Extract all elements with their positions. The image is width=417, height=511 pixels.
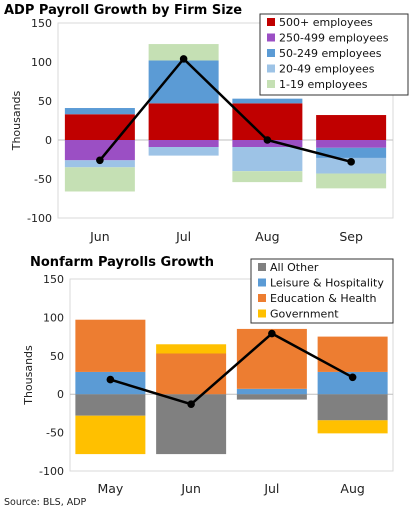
y-tick-label: 150 [31,17,52,30]
total-line [110,332,354,406]
legend-box [259,13,409,96]
legend-swatch [258,309,266,318]
x-tick-label: Jun [89,229,110,244]
bar-segment [232,98,303,104]
y-tick-label: 150 [43,273,64,286]
legend-label: All Other [270,261,319,274]
bar-segment [75,394,146,416]
bar-segment [156,353,227,395]
y-tick-label: -50 [34,173,52,186]
legend-label: 1-19 employees [279,78,368,91]
y-tick-label: 100 [43,311,64,324]
bar-segment [75,415,146,455]
bar-segment [148,44,219,61]
bar-segment [232,103,303,140]
total-point [347,158,355,166]
legend-label: 250-499 employees [279,32,389,45]
bar-segment [317,394,388,421]
bar-segment [232,171,303,183]
y-tick-label: -100 [27,212,52,225]
x-tick-label: May [97,481,123,496]
bar-segment [316,140,387,148]
legend-box [250,258,394,324]
y-tick-label: 0 [57,388,64,401]
plot-area [69,278,394,472]
total-point [96,156,104,165]
total-point [106,375,115,384]
total-point [179,55,188,63]
bar-segment [232,147,303,172]
x-tick-label: Aug [340,481,364,496]
bar-segment [64,114,135,140]
x-tick-label: Jul [263,481,279,496]
y-axis-label: Thousands [22,345,35,406]
y-tick-label: 0 [45,134,52,147]
bar-segment [316,115,387,140]
bar-segment [148,147,219,156]
y-tick-label: -100 [39,465,64,478]
bar-segment [316,147,387,158]
legend-label: 50-249 employees [279,47,382,60]
bar-segment [64,140,135,161]
x-tick-label: Aug [255,229,279,244]
adp-chart: ADP Payroll Growth by Firm Size -100 -50 0 5… [4,3,409,244]
bar-segment [316,157,387,174]
legend-label: Leisure & Hospitality [270,277,384,290]
total-point [268,329,276,338]
legend-label: 20-49 employees [279,63,375,76]
bar-segment [156,344,227,354]
y-axis-label: Thousands [10,90,23,151]
bar-segment [148,140,219,148]
legend-swatch [267,64,275,73]
legend-swatch [267,33,275,42]
y-tick-label: -50 [46,427,64,440]
source-note: Source: BLS, ADP [4,497,87,508]
legend-swatch [267,80,275,88]
bar-segment [236,328,307,389]
bar-segment [75,319,146,372]
chart-title: Nonfarm Payrolls Growth [30,255,214,270]
y-tick-label: 50 [38,95,52,108]
bar-segment [148,103,219,140]
bar-segment [64,167,135,192]
legend-swatch [267,18,275,26]
x-tick-label: Jun [180,481,201,496]
bar-segment [236,394,307,400]
bar-segment [316,173,387,189]
legend-swatch [258,263,266,271]
legend-swatch [258,294,266,302]
y-tick-label: 100 [31,56,52,69]
legend-swatch [267,49,275,57]
plot-area [57,22,394,219]
legend-label: Government [270,308,339,321]
total-point [187,400,195,408]
bar-segment [317,420,388,434]
x-tick-label: Sep [339,229,363,244]
legend-label: Education & Health [270,292,376,305]
total-line [98,57,352,164]
bar-segment [317,371,388,395]
total-point [348,373,357,382]
legend-label: 500+ employees [279,16,373,29]
bar-segment [317,336,388,372]
nfp-chart: Nonfarm Payrolls Growth -100 -50 0 50 100 150 T… [22,255,394,496]
bar-segment [236,388,307,395]
x-tick-label: Jul [175,229,191,244]
bar-segment [64,108,135,115]
y-tick-label: 50 [50,350,64,363]
total-point [263,136,272,144]
chart-title: ADP Payroll Growth by Firm Size [4,3,242,18]
legend-swatch [258,278,266,287]
